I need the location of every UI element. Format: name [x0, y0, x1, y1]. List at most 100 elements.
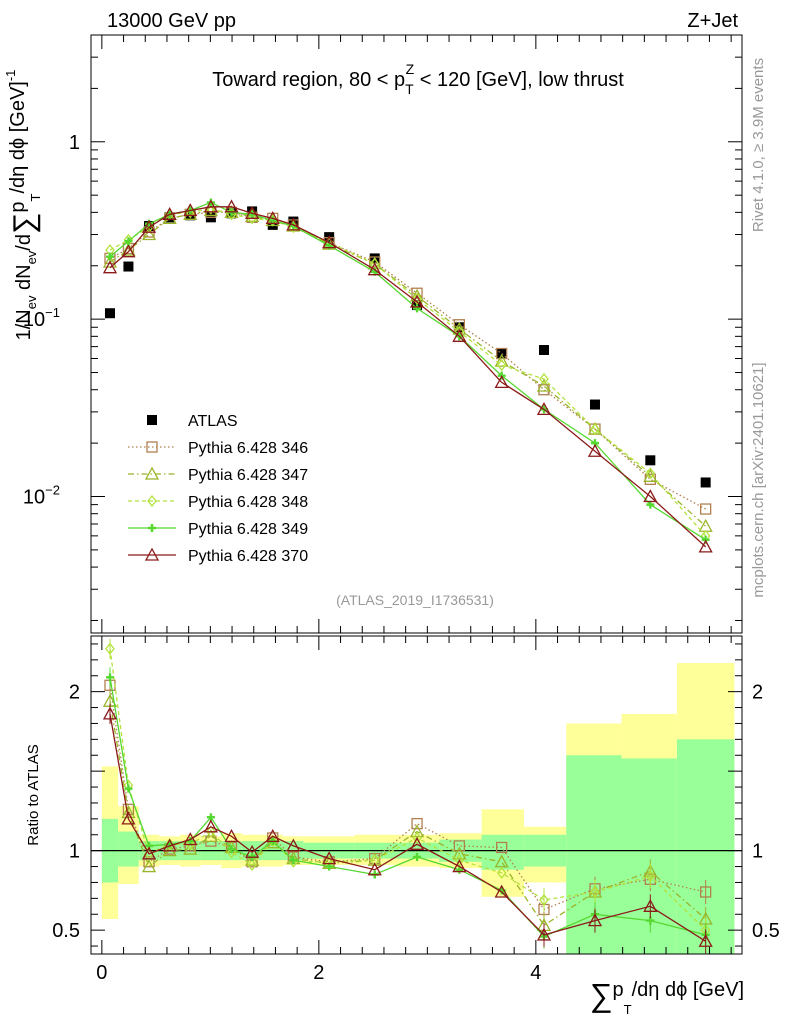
- ratio-series-4: [102, 703, 713, 954]
- ratio-point-3-9: [289, 856, 298, 865]
- ratio-point-3-0: [105, 673, 114, 682]
- legend-marker-5: [144, 547, 160, 561]
- main-y-tick-label: 1: [69, 132, 80, 154]
- ratio-point-2-5: [206, 825, 216, 838]
- ratio-point-0-2: [143, 856, 155, 868]
- ratio-point-0-1: [122, 803, 135, 815]
- main-y-axis-label: 1/Nev dNev/d∑pT/dη dϕ [GeV]-1: [3, 70, 43, 341]
- legend-marker-4: [148, 524, 156, 532]
- ratio-point-4-18: [698, 933, 713, 947]
- main-point-5-17: [643, 489, 658, 503]
- ratio-point-4-7: [245, 844, 260, 858]
- main-point-5-2: [141, 219, 157, 233]
- ratio-point-4-8: [265, 828, 280, 842]
- ratio-point-2-12: [412, 831, 422, 844]
- legend-label-2: Pythia 6.428 347: [188, 467, 308, 484]
- ratio-point-2-4: [185, 838, 196, 851]
- legend-label-0: ATLAS: [188, 413, 238, 430]
- legend-entry-3: Pythia 6.428 348: [128, 494, 308, 511]
- ratio-y-tick-label-right: 1: [752, 841, 763, 863]
- ratio-point-2-0: [105, 642, 115, 655]
- ratio-point-4-17: [643, 898, 658, 912]
- ratio-point-3-1: [124, 784, 133, 793]
- ratio-point-2-16: [590, 885, 600, 899]
- ratio-point-4-16: [587, 913, 603, 927]
- legend-entry-4: Pythia 6.428 349: [128, 521, 308, 538]
- main-plot-title: Toward region, 80 < pTZ < 120 [GeV], low…: [212, 61, 624, 97]
- legend-entry-1: Pythia 6.428 346: [128, 440, 308, 457]
- main-point-0-1: [123, 261, 134, 272]
- main-series: [102, 198, 713, 553]
- ratio-y-axis-label: Ratio to ATLAS: [25, 744, 42, 845]
- ratio-point-0-12: [411, 817, 423, 830]
- ratio-point-1-2: [141, 859, 157, 873]
- ratio-point-4-10: [322, 851, 337, 865]
- main-series-line-5: [109, 206, 707, 548]
- ratio-point-2-8: [267, 835, 278, 848]
- ratio-point-2-11: [369, 854, 380, 867]
- main-point-5-16: [587, 443, 603, 457]
- main-point-2-15: [536, 378, 552, 392]
- main-point-5-8: [265, 211, 280, 225]
- main-point-4-12: [413, 304, 422, 313]
- ratio-point-4-11: [367, 862, 382, 876]
- main-point-4-0: [105, 252, 114, 261]
- ratio-point-4-13: [452, 859, 467, 873]
- main-point-3-12: [412, 292, 422, 305]
- main-y-tick-label: 10−2: [23, 483, 60, 509]
- ratio-point-4-4: [183, 832, 198, 846]
- band-stat-1: [118, 831, 139, 867]
- ratio-point-1-14: [494, 854, 509, 868]
- main-series-line-3: [109, 207, 707, 537]
- ratio-point-4-5: [203, 819, 218, 833]
- svg-text:1/Nev dNev/d∑pT/dη dϕ [GeV]-1: 1/Nev dNev/d∑pT/dη dϕ [GeV]-1: [3, 70, 43, 341]
- x-tick-label: 0: [96, 962, 107, 984]
- main-point-5-5: [203, 199, 218, 213]
- main-point-3-7: [247, 212, 257, 225]
- main-point-5-18: [698, 539, 713, 553]
- mcplots-label: mcplots.cern.ch [arXiv:2401.10621]: [750, 362, 767, 597]
- ratio-y-tick-label-left: 0.5: [52, 920, 80, 942]
- main-series-line-4: [109, 201, 707, 541]
- x-axis-label: ∑pT/dη dϕ [GeV]: [590, 977, 744, 1017]
- legend-entry-2: Pythia 6.428 347: [128, 466, 308, 484]
- legend-label-4: Pythia 6.428 349: [188, 521, 308, 538]
- main-point-4-1: [124, 237, 133, 246]
- ratio-point-4-0: [102, 706, 118, 720]
- collision-label: 13000 GeV pp: [107, 10, 236, 32]
- main-point-2-14: [494, 353, 509, 367]
- main-point-5-11: [367, 262, 382, 276]
- main-point-5-10: [322, 235, 337, 249]
- ratio-y-tick-label-right: 2: [752, 682, 763, 704]
- ratio-point-4-15: [536, 927, 552, 941]
- ratio-point-2-7: [247, 858, 257, 872]
- ratio-point-1-3: [162, 843, 177, 857]
- ratio-point-2-13: [454, 854, 465, 867]
- main-point-0-18: [700, 477, 711, 488]
- main-point-2-3: [162, 211, 177, 225]
- ratio-point-1-12: [409, 824, 425, 838]
- main-point-2-12: [409, 288, 425, 302]
- main-point-3-16: [590, 423, 600, 436]
- main-plot-frame: [90, 34, 743, 634]
- rivet-label: Rivet 4.1.0, ≥ 3.9M events: [750, 58, 767, 232]
- x-tick-label: 2: [313, 962, 324, 984]
- ratio-axes: 0 2 4 0.5 0.5 1 1 2 2: [52, 636, 780, 984]
- main-point-5-1: [121, 244, 136, 258]
- main-series-5: [102, 199, 713, 553]
- ratio-point-3-4: [186, 837, 195, 846]
- legend-marker-3: [147, 494, 157, 508]
- ratio-point-3-12: [413, 853, 422, 862]
- main-axes: 1 10−1 10−2: [23, 34, 742, 633]
- main-point-5-9: [286, 217, 301, 231]
- main-point-3-17: [645, 467, 656, 480]
- ratio-y-tick-label-right: 0.5: [752, 920, 780, 942]
- legend-label-3: Pythia 6.428 348: [188, 494, 308, 511]
- main-point-5-7: [245, 205, 260, 219]
- ratio-point-4-6: [224, 828, 239, 842]
- main-point-5-6: [224, 199, 239, 213]
- legend: ATLAS Pythia 6.428 346 Pythia 6.428 347 Pyt…: [128, 413, 308, 565]
- ratio-uncertainty-bands: [101, 663, 735, 954]
- legend-marker-2: [144, 466, 160, 480]
